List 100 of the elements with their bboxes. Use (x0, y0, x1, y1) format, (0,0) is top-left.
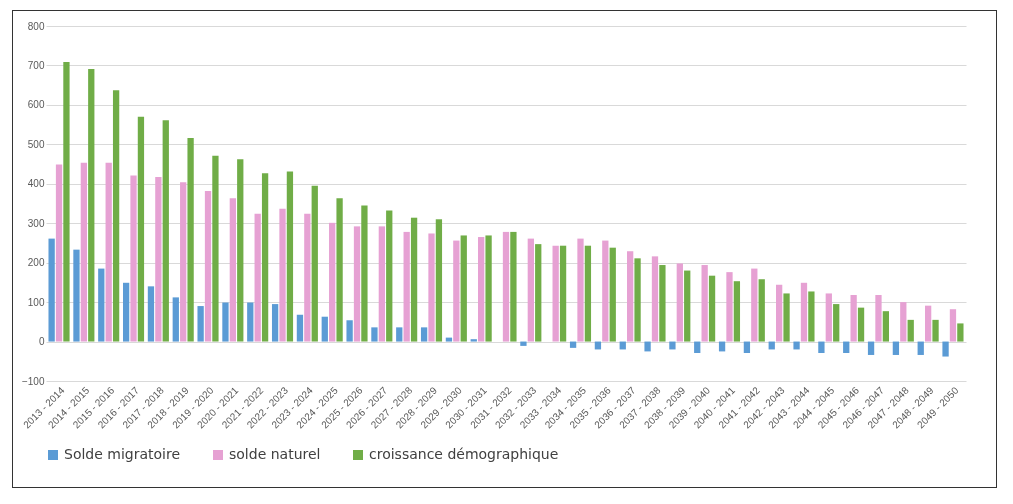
bar (147, 286, 155, 342)
bar (609, 247, 616, 342)
bar (222, 302, 229, 342)
bar (428, 233, 435, 342)
bar (371, 327, 378, 342)
bar (552, 245, 559, 342)
bar (510, 231, 517, 342)
bar (917, 341, 924, 355)
bar (882, 311, 890, 342)
bar (261, 173, 269, 342)
bar (676, 263, 683, 342)
bar (535, 244, 542, 342)
bar (478, 237, 485, 342)
bar (172, 297, 179, 342)
bar (867, 341, 875, 355)
y-tick-label: 600 (27, 99, 45, 111)
bar (311, 185, 318, 342)
bar (271, 304, 279, 342)
bar (942, 341, 949, 357)
bar (396, 327, 403, 342)
bar (924, 305, 932, 342)
bar (286, 171, 294, 342)
bar (180, 182, 187, 342)
bar (386, 210, 393, 342)
y-tick-label: 100 (27, 296, 45, 308)
bar (602, 240, 609, 342)
legend-label: croissance démographique (369, 446, 559, 462)
bar (669, 341, 676, 350)
bar (80, 162, 88, 342)
bar (453, 240, 460, 342)
bar (48, 238, 55, 342)
bar (644, 341, 651, 352)
bar (336, 198, 343, 342)
bar (445, 337, 453, 342)
bar (569, 341, 577, 348)
bar (112, 90, 120, 342)
bar (584, 245, 592, 342)
bar (137, 116, 145, 342)
bar (527, 238, 534, 342)
bar (843, 341, 850, 353)
bar (237, 159, 244, 342)
bar (254, 213, 261, 342)
bar (122, 282, 130, 342)
bar (130, 175, 137, 342)
bar (73, 249, 80, 342)
y-tick-label: 400 (27, 178, 45, 190)
bar (321, 316, 328, 342)
bar (329, 222, 336, 342)
bar (651, 256, 659, 342)
bar (105, 162, 112, 342)
bar (162, 120, 169, 342)
y-tick-label: −100 (21, 375, 45, 387)
bar (247, 302, 254, 342)
bar (410, 217, 418, 342)
bar (818, 341, 825, 353)
bar (279, 208, 286, 342)
y-tick-label: 200 (27, 257, 45, 269)
bar (55, 164, 63, 342)
bar (559, 245, 567, 342)
bar (197, 306, 204, 342)
bar (346, 320, 353, 342)
bar (420, 327, 428, 342)
bar (353, 226, 361, 342)
bar (793, 341, 800, 350)
bar (900, 302, 907, 342)
bar (708, 275, 716, 342)
y-tick-label: 0 (38, 336, 45, 348)
bar (957, 323, 964, 342)
bar (743, 341, 751, 353)
bar (733, 281, 741, 342)
bar (361, 205, 368, 342)
bar (304, 213, 311, 342)
bar (634, 258, 641, 342)
bar (850, 295, 857, 342)
bar (485, 235, 492, 342)
bar (833, 304, 840, 342)
bar (808, 291, 815, 342)
bar (98, 268, 105, 342)
bar (857, 307, 865, 342)
bar (88, 68, 95, 342)
bar (892, 341, 900, 355)
bar (378, 226, 385, 342)
bar (296, 314, 304, 342)
bar (684, 270, 691, 342)
bar (701, 265, 708, 342)
bar (212, 155, 219, 342)
bar (825, 293, 832, 342)
legend-label: solde naturel (229, 446, 321, 462)
bar (577, 238, 584, 342)
bar (63, 61, 70, 342)
bar (229, 198, 236, 342)
legend-label: Solde migratoire (64, 446, 181, 462)
y-tick-label: 800 (27, 20, 45, 32)
y-tick-label: 700 (27, 59, 45, 71)
bar (907, 319, 914, 342)
y-tick-label: 500 (27, 138, 45, 150)
bar (694, 341, 701, 353)
y-tick-label: 300 (27, 217, 45, 229)
bar (403, 231, 410, 342)
bar (204, 190, 212, 342)
